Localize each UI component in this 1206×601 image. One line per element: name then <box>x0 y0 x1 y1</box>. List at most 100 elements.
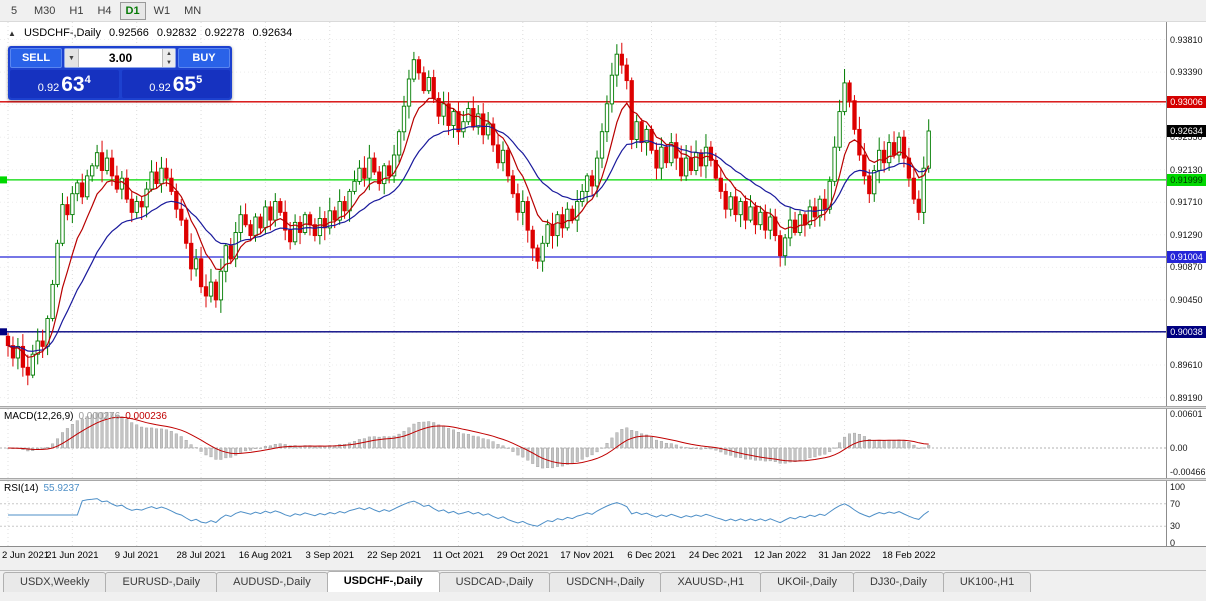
rsi-header: RSI(14) 55.9237 <box>4 483 85 494</box>
macd-scale-label: -0.00466 <box>1170 467 1206 477</box>
time-axis-label: 2 Jun 2021 <box>2 550 50 561</box>
price-scale-label: 0.93390 <box>1170 67 1203 78</box>
macd-main-value: 0.000276 <box>78 411 121 422</box>
tab-usdx-weekly[interactable]: USDX,Weekly <box>3 572 107 592</box>
time-axis-label: 3 Sep 2021 <box>305 550 355 561</box>
rsi-label: RSI(14) <box>4 483 39 494</box>
rsi-scale[interactable]: 100 70 30 0 <box>1166 481 1206 546</box>
timeframe-button-m30[interactable]: M30 <box>28 2 61 20</box>
tab-usdcad-daily[interactable]: USDCAD-,Daily <box>438 572 551 592</box>
time-axis-label: 17 Nov 2021 <box>560 550 615 561</box>
buy-price-point: 5 <box>196 74 203 86</box>
timeframe-button-h1[interactable]: H1 <box>63 2 89 20</box>
sell-price-box[interactable]: 0.92 63 4 <box>10 70 119 98</box>
price-level-tag: 0.91004 <box>1167 251 1206 263</box>
sell-price-prefix: 0.92 <box>37 82 60 94</box>
chart-tabs-bar: USDX,Weekly EURUSD-,Daily AUDUSD-,Daily USD… <box>0 570 1206 592</box>
price-level-tag: 0.93006 <box>1167 95 1206 108</box>
sell-price-point: 4 <box>84 74 91 86</box>
timeframe-button-mn[interactable]: MN <box>178 2 207 20</box>
time-axis-label: 16 Aug 2021 <box>238 550 293 561</box>
tab-usdchf-daily[interactable]: USDCHF-,Daily <box>326 571 440 592</box>
ohlc-open: 0.92566 <box>109 27 149 39</box>
macd-scale-label: 0.00 <box>1170 443 1188 453</box>
volume-dropdown-icon[interactable]: ▼ <box>65 49 79 67</box>
macd-scale-label: 0.00601 <box>1170 409 1203 419</box>
volume-input[interactable] <box>79 49 162 67</box>
buy-price-box[interactable]: 0.92 65 5 <box>121 70 230 98</box>
timeframe-button-w1[interactable]: W1 <box>148 2 177 20</box>
macd-header: MACD(12,26,9) 0.000276 0.000236 <box>4 411 172 422</box>
rsi-panel <box>0 481 1166 546</box>
price-scale-label: 0.92550 <box>1170 132 1203 143</box>
sell-price-pips: 63 <box>61 73 85 96</box>
time-axis-label: 9 Jul 2021 <box>114 550 159 561</box>
price-scale-label: 0.93810 <box>1170 34 1203 45</box>
tab-eurusd-daily[interactable]: EURUSD-,Daily <box>105 572 218 592</box>
ohlc-low: 0.92278 <box>204 27 245 39</box>
tab-uk100-h1[interactable]: UK100-,H1 <box>942 572 1032 592</box>
volume-combo: ▼ ▲ ▼ <box>64 48 176 68</box>
rsi-scale-label: 30 <box>1170 521 1181 532</box>
price-scale-label: 0.90450 <box>1170 294 1203 305</box>
time-axis[interactable]: 2 Jun 2021 21 Jun 2021 9 Jul 2021 28 Jul 20… <box>0 546 1206 570</box>
chart-title: USDCHF-,Daily <box>23 27 101 39</box>
sell-button[interactable]: SELL <box>10 48 62 68</box>
buy-price-prefix: 0.92 <box>149 82 171 94</box>
time-axis-label: 11 Oct 2021 <box>432 550 484 561</box>
rsi-value: 55.9237 <box>43 483 80 494</box>
macd-canvas[interactable] <box>0 409 1166 478</box>
volume-increase-button[interactable]: ▲ <box>163 49 175 58</box>
price-scale-label: 0.90870 <box>1170 262 1203 273</box>
price-scale-label: 0.91710 <box>1170 197 1203 208</box>
timeframe-button-5[interactable]: 5 <box>2 2 26 20</box>
ohlc-close: 0.92634 <box>252 27 293 39</box>
rsi-canvas[interactable] <box>0 481 1166 546</box>
time-axis-label: 18 Feb 2022 <box>882 550 936 561</box>
macd-label: MACD(12,26,9) <box>4 411 74 422</box>
one-click-trading-panel: SELL ▼ ▲ ▼ BUY 0.92 63 4 0.92 65 5 <box>8 46 232 100</box>
tab-xauusd-h1[interactable]: XAUUSD-,H1 <box>660 572 762 592</box>
tab-audusd-daily[interactable]: AUDUSD-,Daily <box>216 572 328 592</box>
buy-button[interactable]: BUY <box>178 48 230 68</box>
timeframe-toolbar: 5 M30 H1 H4 D1 W1 MN <box>0 0 1206 22</box>
rsi-scale-label: 0 <box>1170 538 1176 546</box>
time-axis-label: 28 Jul 2021 <box>176 550 226 561</box>
price-scale-label: 0.89610 <box>1170 360 1203 370</box>
timeframe-button-d1[interactable]: D1 <box>119 1 146 20</box>
macd-signal-value: 0.000236 <box>125 411 167 422</box>
tab-usdcnh-daily[interactable]: USDCNH-,Daily <box>549 572 662 592</box>
volume-decrease-button[interactable]: ▼ <box>163 58 175 67</box>
time-axis-label: 21 Jun 2021 <box>46 550 99 561</box>
macd-scale[interactable]: 0.00601 0.00 -0.00466 <box>1166 409 1206 478</box>
tab-dj30-daily[interactable]: DJ30-,Daily <box>852 572 944 592</box>
bottom-strip <box>0 592 1206 601</box>
buy-price-pips: 65 <box>172 73 197 96</box>
panel-separator-macd[interactable] <box>0 406 1206 409</box>
time-axis-label: 31 Jan 2022 <box>818 550 871 561</box>
price-level-tag: 0.91999 <box>1167 173 1206 186</box>
time-axis-label: 22 Sep 2021 <box>367 550 422 561</box>
price-level-tag: 0.92634 <box>1167 124 1206 137</box>
panel-separator-rsi[interactable] <box>0 478 1206 481</box>
price-level-tag: 0.90038 <box>1167 325 1206 338</box>
rsi-scale-label: 70 <box>1170 498 1181 509</box>
collapse-icon[interactable]: ▲ <box>8 29 16 38</box>
price-scale[interactable]: 0.938100.933900.929700.925500.921300.917… <box>1166 22 1206 406</box>
ohlc-high: 0.92832 <box>156 27 197 39</box>
price-scale-label: 0.92130 <box>1170 164 1203 175</box>
rsi-scale-label: 100 <box>1170 482 1186 492</box>
chart-ohlc-header: ▲ USDCHF-,Daily 0.92566 0.92832 0.92278 … <box>8 27 297 39</box>
price-scale-label: 0.91290 <box>1170 229 1203 240</box>
macd-panel <box>0 409 1166 478</box>
main-chart-canvas[interactable] <box>0 22 1166 406</box>
timeframe-button-h4[interactable]: H4 <box>91 2 117 20</box>
price-scale-label: 0.89190 <box>1170 392 1203 403</box>
time-axis-label: 24 Dec 2021 <box>688 550 743 561</box>
volume-spinner: ▲ ▼ <box>162 49 175 67</box>
tab-ukoil-daily[interactable]: UKOil-,Daily <box>760 572 854 592</box>
time-axis-label: 6 Dec 2021 <box>627 550 676 561</box>
time-axis-label: 12 Jan 2022 <box>754 550 807 561</box>
time-axis-label: 29 Oct 2021 <box>496 550 549 561</box>
